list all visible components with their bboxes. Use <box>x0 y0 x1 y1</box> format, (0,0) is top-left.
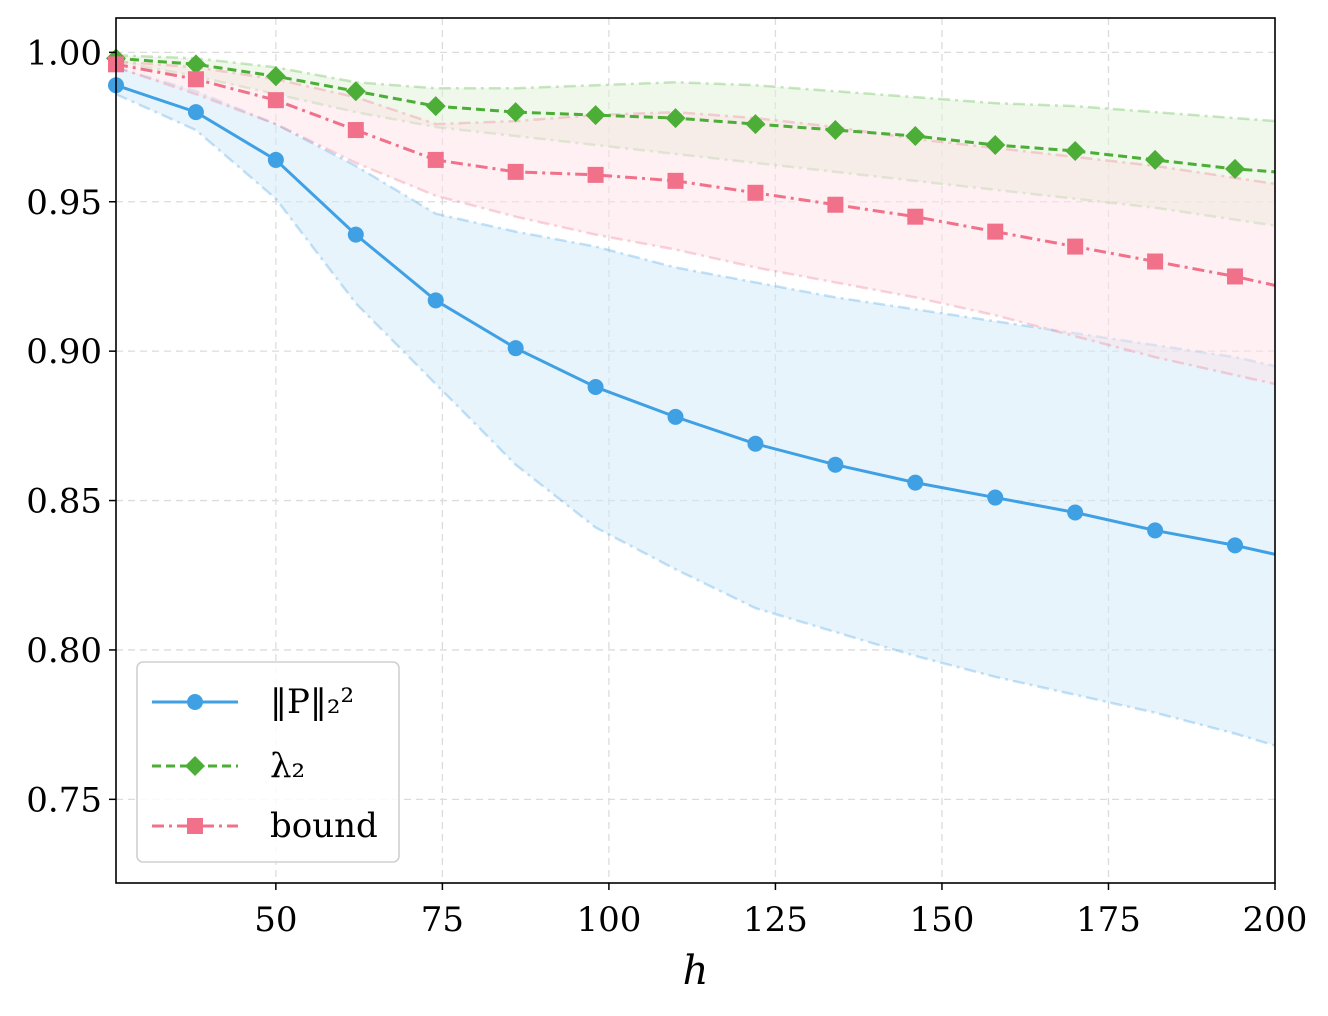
p-norm-point-14 <box>1227 537 1244 554</box>
plot-frame <box>115 17 1276 884</box>
legend-marker-p-norm <box>187 694 203 710</box>
y-tick-label-4: 0.95 <box>26 183 102 223</box>
legend-label-lambda2: λ₂ <box>270 746 305 786</box>
lambda2-point-14 <box>1225 158 1246 179</box>
p-norm-point-4 <box>427 292 444 309</box>
bound-point-10 <box>907 208 924 225</box>
legend-label-p-norm: ‖P‖₂² <box>270 682 354 722</box>
bound-point-7 <box>667 172 684 189</box>
lambda2-point-11 <box>985 134 1006 155</box>
series-markers <box>106 48 1246 554</box>
bound-point-9 <box>827 196 844 213</box>
p-norm-point-1 <box>187 104 204 121</box>
legend-label-bound: bound <box>270 806 378 846</box>
x-tick-label-2: 100 <box>576 900 641 940</box>
lambda2-point-10 <box>905 126 926 147</box>
x-axis-label: h <box>683 948 709 994</box>
legend-marker-lambda2 <box>185 756 205 776</box>
p-norm-point-13 <box>1147 522 1164 539</box>
bound-point-11 <box>987 223 1004 240</box>
bound-line <box>115 62 1276 287</box>
bound-point-4 <box>427 151 444 168</box>
p-norm-point-11 <box>987 489 1004 506</box>
p-norm-point-2 <box>267 151 284 168</box>
bound-point-12 <box>1067 238 1084 255</box>
lambda2-point-9 <box>825 120 846 141</box>
x-tick-label-0: 50 <box>254 900 297 940</box>
p-norm-point-10 <box>907 474 924 491</box>
y-tick-label-3: 0.90 <box>26 332 102 372</box>
p-norm-band-lower-edge <box>115 93 1276 747</box>
y-tick-label-2: 0.85 <box>26 482 102 522</box>
bound-point-3 <box>347 122 364 139</box>
legend: ‖P‖₂² λ₂ bound <box>136 661 400 863</box>
y-tick-label-0: 0.75 <box>26 780 102 820</box>
bands <box>115 54 1276 747</box>
bound-point-1 <box>187 71 204 88</box>
p-norm-point-8 <box>747 435 764 452</box>
lambda2-point-7 <box>665 108 686 129</box>
lambda2-point-4 <box>425 96 446 117</box>
y-ticks: 0.75 0.80 0.85 0.90 0.95 1.00 <box>26 33 116 820</box>
x-tick-label-4: 150 <box>910 900 975 940</box>
bound-point-6 <box>587 166 604 183</box>
x-tick-label-5: 175 <box>1076 900 1141 940</box>
y-tick-label-5: 1.00 <box>26 33 102 73</box>
lambda2-point-5 <box>505 102 526 123</box>
x-ticks: 50 75 100 125 150 175 200 <box>254 883 1307 940</box>
bound-band-upper-edge <box>115 60 1276 186</box>
bound-point-14 <box>1227 268 1244 285</box>
lambda2-point-13 <box>1145 149 1166 170</box>
lambda2-point-2 <box>265 66 286 87</box>
p-norm-point-6 <box>587 379 604 396</box>
p-norm-band <box>116 67 1275 746</box>
lambda2-point-12 <box>1065 140 1086 161</box>
lambda2-band-upper-edge <box>115 54 1276 123</box>
x-tick-label-1: 75 <box>421 900 464 940</box>
p-norm-point-5 <box>507 340 524 357</box>
lambda2-point-8 <box>745 114 766 135</box>
lambda2-point-1 <box>185 54 206 75</box>
legend-box <box>136 661 400 863</box>
bound-point-5 <box>507 163 524 180</box>
lambda2-point-3 <box>345 81 366 102</box>
p-norm-line <box>115 83 1276 556</box>
bound-point-8 <box>747 184 764 201</box>
legend-marker-bound <box>187 818 203 834</box>
y-tick-label-1: 0.80 <box>26 631 102 671</box>
lambda2-line <box>115 56 1276 174</box>
x-tick-label-6: 200 <box>1243 900 1308 940</box>
p-norm-point-7 <box>667 408 684 425</box>
bound-point-13 <box>1147 253 1164 270</box>
p-norm-point-12 <box>1067 504 1084 521</box>
x-tick-label-3: 125 <box>743 900 808 940</box>
bound-point-2 <box>267 92 284 109</box>
lambda2-point-6 <box>585 105 606 126</box>
bound-band <box>116 61 1275 385</box>
series-lines <box>115 56 1276 556</box>
p-norm-point-9 <box>827 456 844 473</box>
bound-band-lower-edge <box>115 66 1276 386</box>
p-norm-point-3 <box>347 226 364 243</box>
